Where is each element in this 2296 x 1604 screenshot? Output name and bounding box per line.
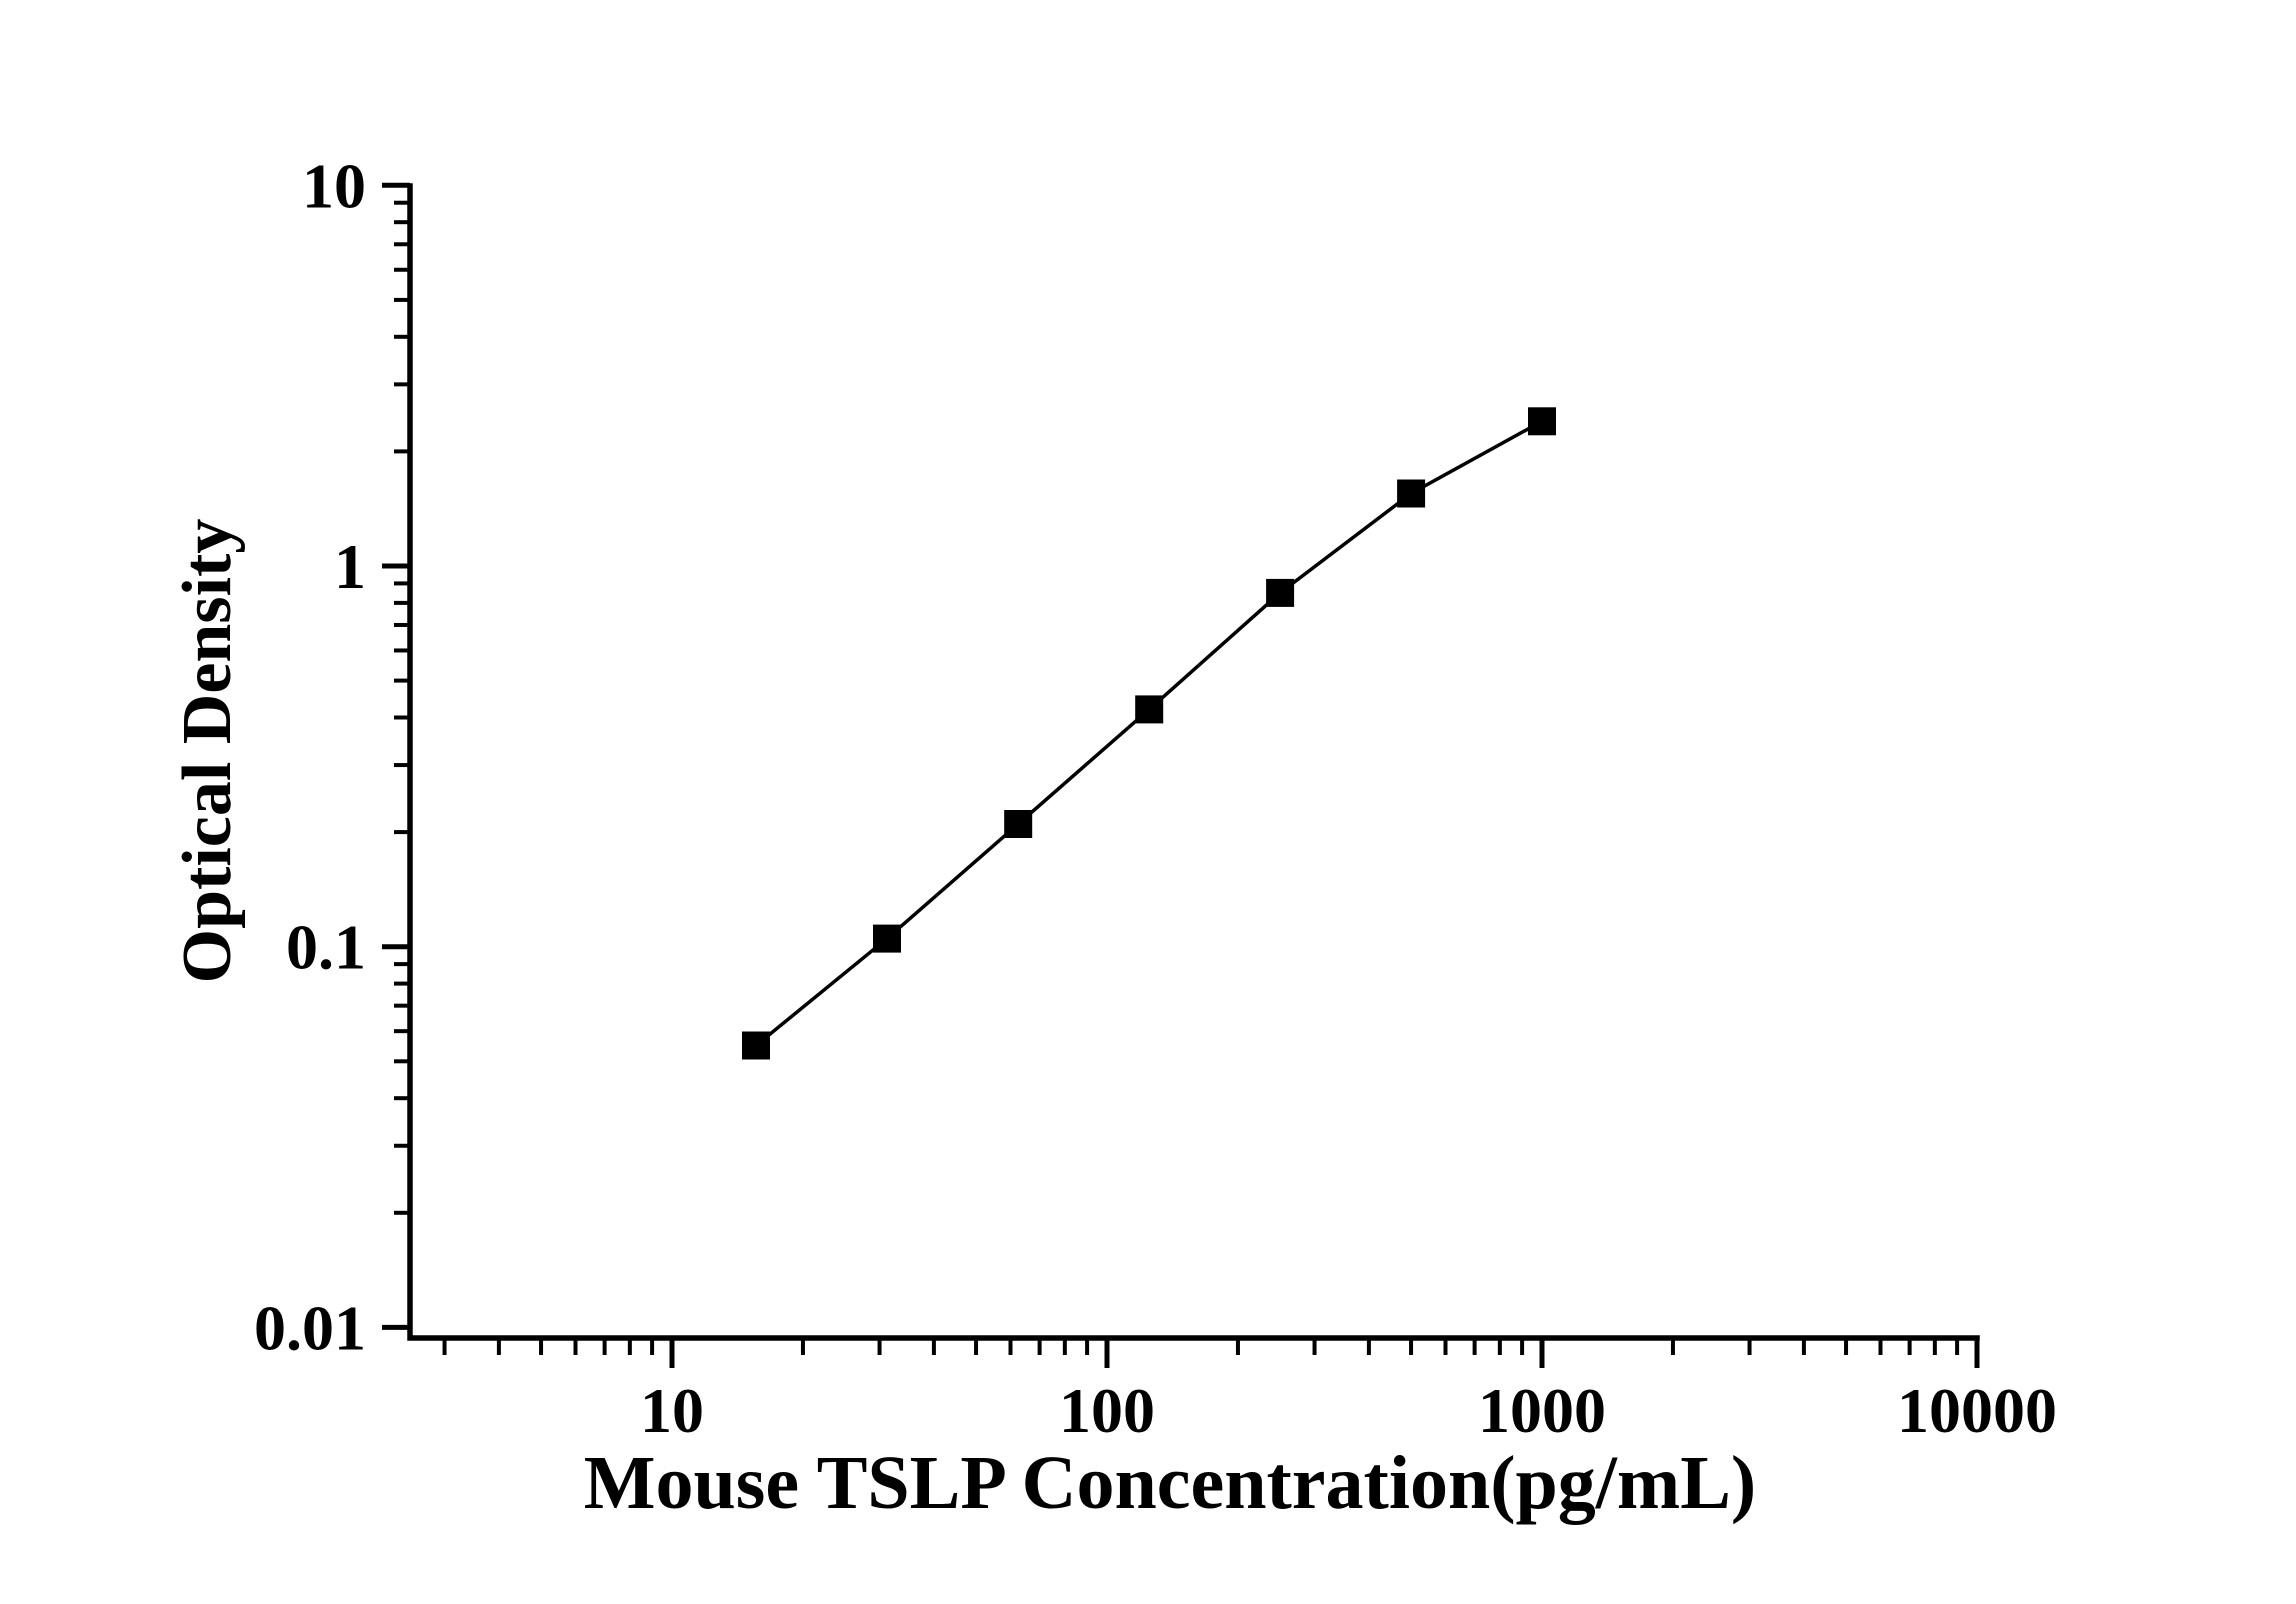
axis-spines: [407, 183, 1980, 1341]
data-point-marker: [1004, 810, 1033, 838]
y-tick-label: 10: [302, 150, 366, 221]
data-point-marker: [1135, 695, 1164, 724]
y-axis-title: Optical Density: [169, 519, 246, 984]
x-tick-label: 100: [1059, 1375, 1155, 1446]
x-tick-label: 1000: [1478, 1375, 1606, 1446]
data-point-marker: [1528, 407, 1556, 436]
y-tick-label: 1: [334, 531, 366, 602]
data-point-marker: [1266, 578, 1295, 607]
x-axis-title: Mouse TSLP Concentration(pg/mL): [584, 1441, 1756, 1525]
data-point-marker: [742, 1031, 770, 1060]
data-point-marker: [1397, 479, 1426, 508]
x-tick-label: 10000: [1897, 1375, 2057, 1446]
plot-layer: 10 100 1000 10000 10 1 0.1 0.01: [254, 150, 2057, 1446]
data-point-marker: [873, 924, 901, 953]
y-tick-label: 0.01: [254, 1292, 366, 1363]
y-tick-label: 0.1: [286, 912, 366, 983]
x-tick-label: 10: [640, 1375, 704, 1446]
